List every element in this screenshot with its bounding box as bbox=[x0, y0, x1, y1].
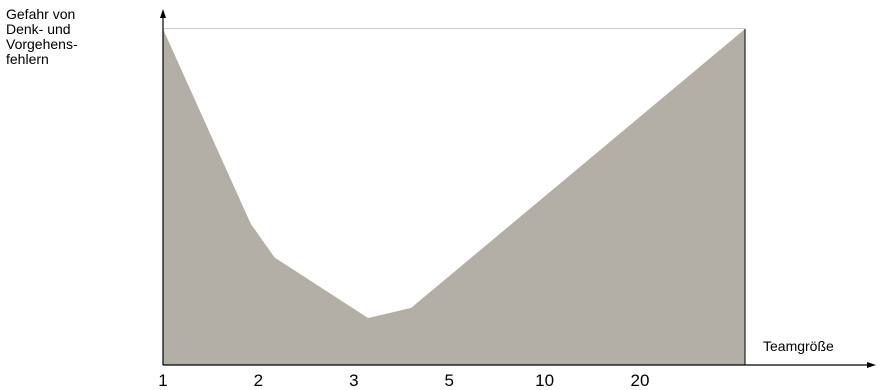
plot-area: 1 2 3 5 10 20 bbox=[158, 9, 876, 390]
x-tick-label: 10 bbox=[535, 371, 554, 390]
area-fill bbox=[163, 29, 745, 365]
x-axis-label: Teamgröße bbox=[763, 338, 834, 354]
x-tick-label: 3 bbox=[349, 371, 358, 390]
x-tick-label: 20 bbox=[631, 371, 650, 390]
x-tick-label: 1 bbox=[158, 371, 167, 390]
y-axis-arrow bbox=[160, 9, 166, 18]
y-axis-label-line: Vorgehens- bbox=[6, 36, 78, 52]
y-axis-label-line: fehlern bbox=[6, 51, 49, 67]
x-tick-label: 5 bbox=[444, 371, 453, 390]
y-axis-label-line: Denk- und bbox=[6, 21, 71, 37]
x-axis-arrow bbox=[867, 362, 876, 368]
x-tick-label: 2 bbox=[254, 371, 263, 390]
y-axis-label-line: Gefahr von bbox=[6, 6, 76, 22]
